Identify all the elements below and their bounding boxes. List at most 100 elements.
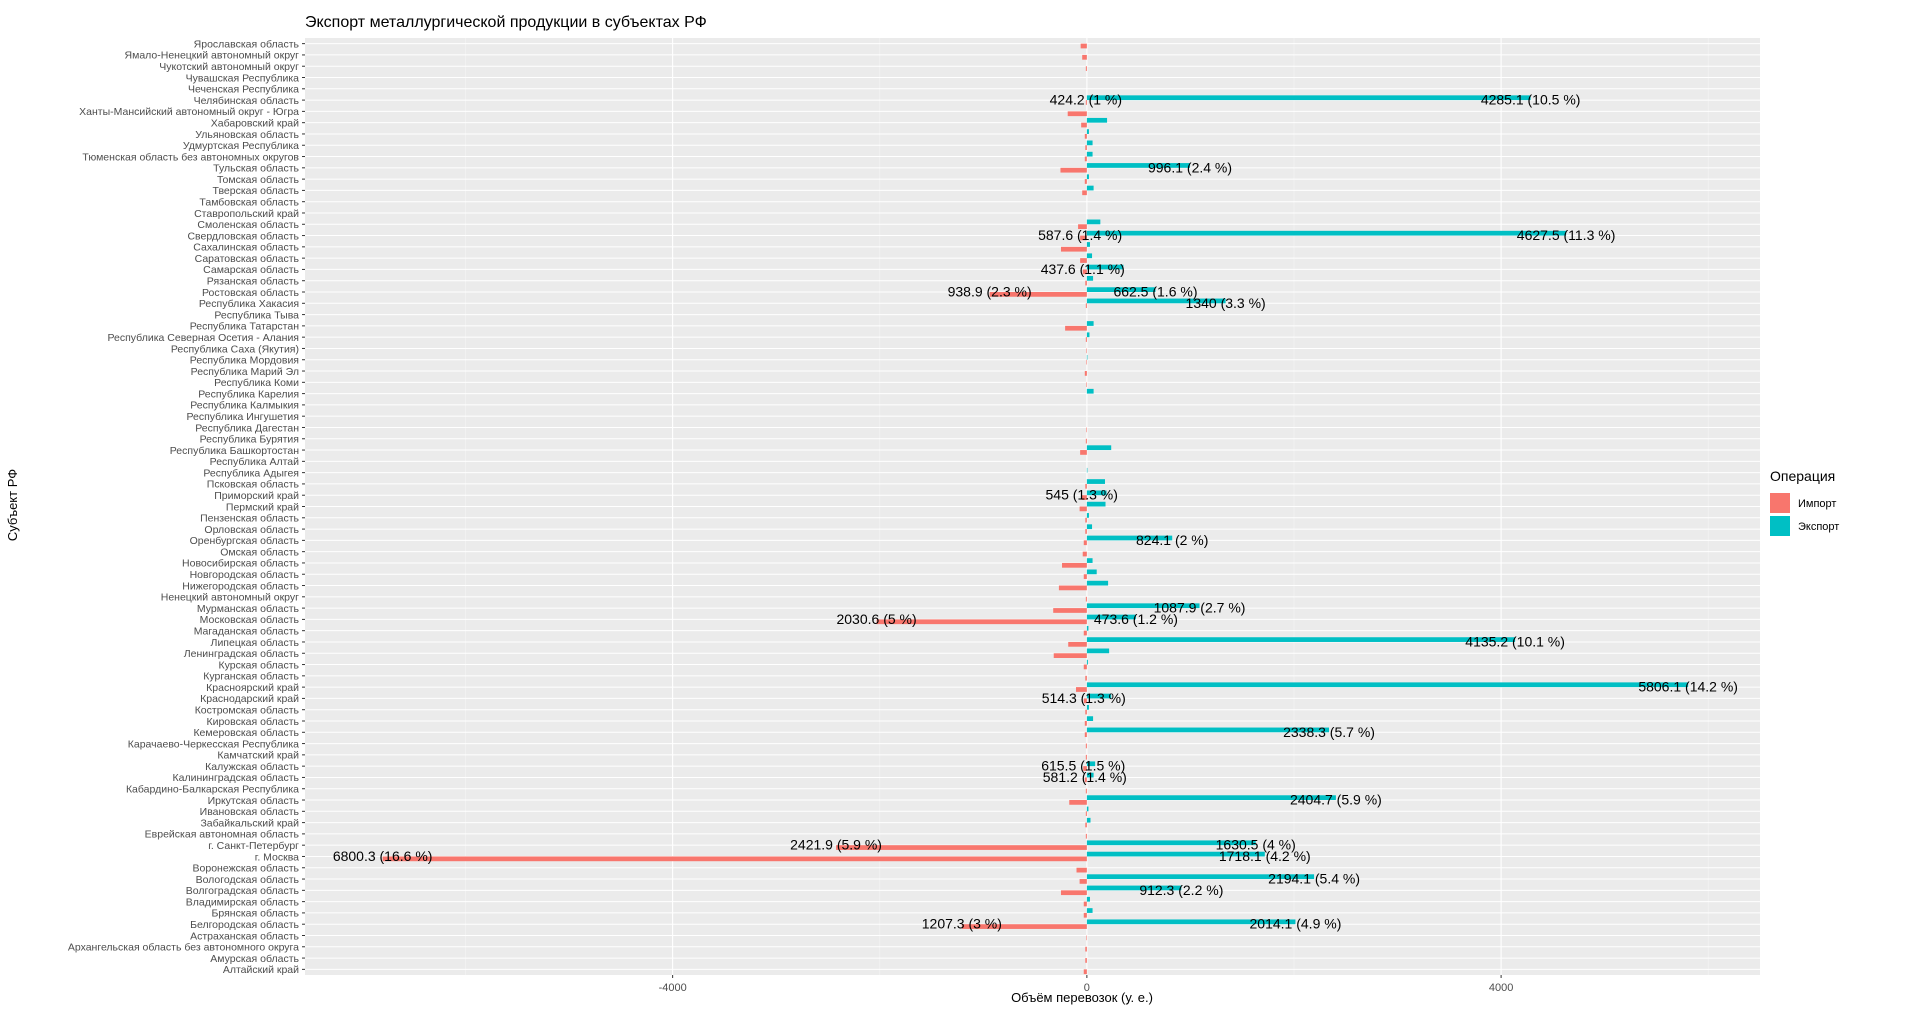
y-tick-label: Кировская область [206,716,299,728]
bar-import [1079,506,1087,512]
y-tick-label: Республика Хакасия [199,298,299,310]
bar-export [1086,885,1182,891]
bar-import [1083,630,1087,636]
bar-export [1086,501,1106,507]
bar-export [1086,682,1689,688]
bar-export [1086,242,1090,247]
data-label: 6800.3 (16.6 %) [333,848,433,864]
y-tick-label: Республика Татарстан [190,321,300,333]
y-tick-label: Омская область [220,546,299,558]
bar-export [1086,298,1226,304]
y-tick-label: Ленинградская область [184,648,300,660]
bar-import [1083,901,1087,907]
bar-import [1079,879,1087,884]
bar-export [1086,151,1093,157]
y-tick-label: Ханты-Мансийский автономный округ - Югра [79,106,299,118]
bar-import [382,856,1087,862]
data-label: 615.5 (1.5 %) [1041,758,1125,774]
y-tick-label: Пермский край [226,501,299,513]
bar-import [1086,359,1087,365]
data-label: 938.9 (2.3 %) [948,284,1032,300]
bar-export [1086,851,1265,857]
bar-import [1086,427,1087,433]
bar-import [1067,111,1087,117]
data-label: 912.3 (2.2 %) [1139,882,1223,898]
bar-export [1086,659,1088,665]
y-tick-label: Воронежская область [193,863,300,875]
bar-export [1086,185,1094,191]
y-tick-label: Челябинская область [194,95,300,107]
data-labels: 424.2 (1 %) 4285.1 (10.5 %) 996.1 (2.4 %) 5… [333,92,1738,932]
y-tick-label: Удмуртская Республика [183,140,299,152]
data-label: 5806.1 (14.2 %) [1638,679,1738,695]
bar-export [1086,479,1105,484]
y-tick-label: Белгородская область [190,919,299,931]
y-tick-label: Забайкальский край [200,817,299,829]
bar-import [1060,246,1087,252]
data-label: 1718.1 (4.2 %) [1219,848,1311,864]
bar-export [1086,716,1094,721]
bar-export [1086,219,1101,225]
y-tick-label: Ивановская область [200,806,300,818]
bar-export [1086,140,1093,146]
bar-import [1085,709,1087,715]
bar-import [1058,585,1087,591]
y-tick-label: Еврейская автономная область [145,829,300,841]
data-label: 424.2 (1 %) [1050,92,1122,108]
bar-import [1082,54,1087,60]
bar-import [1081,122,1087,128]
bar-import [1083,698,1087,704]
x-tick-label: 0 [1084,982,1090,994]
data-label: 4135.2 (10.1 %) [1465,633,1565,649]
bar-export [1086,919,1296,925]
bar-import [1085,833,1087,839]
y-tick-label: Новгородская область [190,569,300,581]
bar-export [1086,467,1088,473]
bar-import [989,292,1087,297]
y-tick-label: г. Санкт-Петербург [208,840,299,852]
bar-export [1086,840,1256,846]
bar-import [1080,450,1087,455]
legend-key-import [1770,493,1790,513]
bar-export [1086,569,1097,575]
bar-import [1085,280,1087,286]
y-tick-label: Ставропольский край [194,208,299,220]
data-label: 437.6 (1.1 %) [1041,261,1125,277]
y-tick-label: Псковская область [207,479,300,491]
data-label: 2404.7 (5.9 %) [1290,792,1382,808]
bar-export [1086,908,1093,913]
bar-import [1085,811,1087,817]
y-tick-label: Калужская область [205,761,299,773]
bar-export [1086,693,1112,699]
bar-import [1086,382,1087,388]
bar-import [1082,190,1087,196]
data-label: 545 (1.3 %) [1046,487,1118,503]
bar-import [836,845,1087,850]
bar-import [876,619,1087,625]
bar-import [1084,777,1087,783]
data-label: 514.3 (1.3 %) [1042,690,1126,706]
y-tick-label: Тюменская область без автономных округов [82,151,299,163]
bar-import [1076,867,1087,873]
y-tick-label: Республика Карелия [198,388,299,400]
bar-import [1084,720,1087,726]
bar-import [1065,325,1087,331]
bar-export [1086,129,1089,134]
y-tick-label: Чеченская Республика [188,84,299,96]
bar-export [1086,806,1089,812]
bar-import [1084,156,1087,162]
y-tick-label: Ярославская область [194,38,300,50]
chart-title: Экспорт металлургической продукции в суб… [305,14,707,31]
bar-export [1086,603,1200,609]
bar-import [1085,754,1087,760]
bar-import [1085,337,1087,342]
y-tick-label: Республика Алтай [210,456,299,468]
legend-key-export [1770,516,1790,536]
bar-export [1086,535,1173,541]
bar-import [1083,664,1087,670]
y-tick-label: Республика Ингушетия [186,411,299,423]
data-label: 473.6 (1.2 %) [1094,611,1178,627]
bar-export [1086,614,1136,620]
y-tick-label: Самарская область [203,264,299,276]
